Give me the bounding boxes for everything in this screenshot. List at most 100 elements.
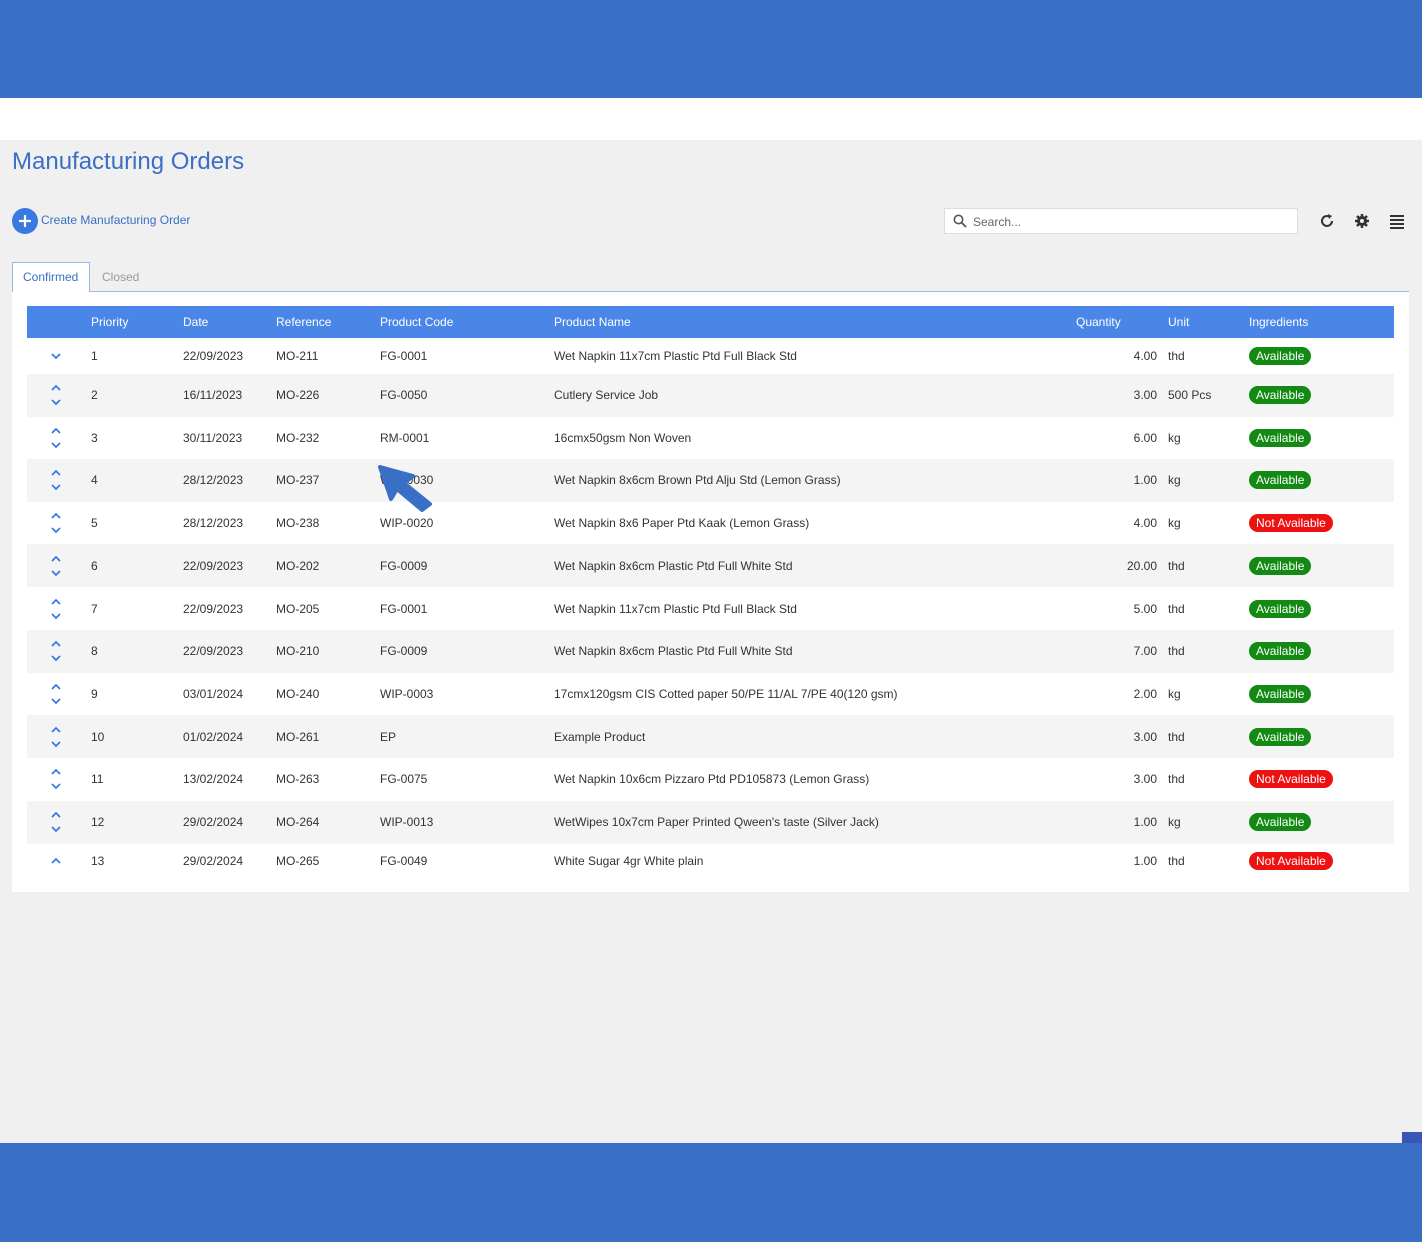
cell-date: 16/11/2023 — [183, 388, 243, 402]
cell-product-code: FG-0009 — [380, 644, 428, 659]
cell-product-name: Wet Napkin 11x7cm Plastic Ptd Full Black… — [554, 601, 797, 616]
status-badge: Available — [1249, 386, 1312, 404]
create-icon[interactable] — [12, 208, 38, 234]
cell-product-code: WIP-0013 — [380, 815, 434, 829]
cell-reference: MO-232 — [276, 430, 320, 445]
cell-priority: 4 — [91, 473, 98, 488]
cell-product-code: FG-0050 — [380, 388, 428, 402]
cell-reference: MO-238 — [276, 516, 320, 531]
reorder-arrows[interactable] — [49, 725, 63, 749]
reorder-arrows[interactable] — [49, 810, 63, 834]
cell-priority: 8 — [91, 644, 98, 659]
cell-unit: kg — [1168, 430, 1181, 445]
status-badge: Not Available — [1249, 852, 1333, 870]
cell-date: 29/02/2024 — [183, 815, 244, 829]
column-header: Quantity — [1076, 315, 1121, 329]
cell-unit: kg — [1168, 473, 1181, 488]
cell-quantity: 4.00 — [1133, 349, 1157, 363]
cell-product-name: Wet Napkin 8x6 Paper Ptd Kaak (Lemon Gra… — [554, 516, 810, 531]
column-header: Priority — [91, 315, 129, 329]
tab-line — [12, 291, 1409, 292]
cell-unit: thd — [1168, 644, 1185, 659]
refresh-icon[interactable] — [1318, 212, 1336, 230]
reorder-arrows[interactable] — [49, 468, 63, 492]
cell-product-name: Wet Napkin 11x7cm Plastic Ptd Full Black… — [554, 349, 797, 363]
cell-product-name: 17cmx120gsm CIS Cotted paper 50/PE 11/AL… — [554, 686, 898, 701]
cell-product-name: Wet Napkin 8x6cm Plastic Ptd Full White … — [554, 644, 793, 659]
white-strip — [0, 98, 1422, 140]
reorder-arrows[interactable] — [49, 767, 63, 791]
cell-product-code: EP — [380, 729, 397, 744]
reorder-arrows[interactable] — [49, 639, 63, 663]
cell-priority: 5 — [91, 516, 98, 531]
reorder-arrows[interactable] — [49, 511, 63, 535]
cell-date: 01/02/2024 — [183, 729, 244, 744]
reorder-arrows[interactable] — [49, 344, 63, 368]
cell-product-code: WIP-0020 — [380, 516, 434, 531]
cell-unit: thd — [1168, 729, 1185, 744]
cell-date: 13/02/2024 — [183, 772, 244, 787]
cell-product-code: FG-0001 — [380, 349, 428, 363]
cell-priority: 11 — [91, 772, 104, 787]
status-badge: Available — [1249, 813, 1312, 831]
search-placeholder: Search... — [973, 215, 1022, 229]
cell-reference: MO-210 — [276, 644, 320, 659]
column-header: Reference — [276, 315, 332, 329]
reorder-arrows[interactable] — [49, 383, 63, 407]
column-header: Ingredients — [1249, 315, 1309, 329]
cell-quantity: 2.00 — [1133, 686, 1157, 701]
column-header: Product Code — [380, 315, 454, 329]
row-bg — [27, 373, 1394, 417]
cell-priority: 7 — [91, 601, 98, 616]
row-bg — [27, 544, 1394, 588]
cell-unit: thd — [1168, 854, 1185, 868]
status-badge: Available — [1249, 347, 1312, 365]
cell-priority: 10 — [91, 729, 105, 744]
create-button[interactable]: Create Manufacturing Order — [41, 213, 191, 227]
cell-unit: thd — [1168, 772, 1185, 787]
cell-quantity: 20.00 — [1126, 558, 1157, 573]
status-badge: Available — [1249, 428, 1312, 447]
cell-quantity: 4.00 — [1133, 516, 1157, 531]
cell-date: 30/11/2023 — [183, 430, 243, 445]
cell-product-name: Wet Napkin 8x6cm Brown Ptd Alju Std (Lem… — [554, 473, 841, 488]
cell-product-code: FG-0001 — [380, 601, 428, 616]
cell-product-code: WIP-0003 — [380, 686, 434, 701]
cell-priority: 9 — [91, 686, 98, 701]
cell-unit: kg — [1168, 686, 1181, 701]
search-box[interactable]: Search... — [944, 208, 1298, 234]
tab-closed[interactable]: Closed — [102, 270, 140, 284]
top-bar — [0, 0, 1422, 98]
cell-date: 28/12/2023 — [183, 516, 244, 531]
cell-product-name: WetWipes 10x7cm Paper Printed Qween's ta… — [554, 815, 879, 829]
status-badge: Available — [1249, 684, 1312, 703]
cell-quantity: 1.00 — [1133, 815, 1157, 829]
cell-product-name: 16cmx50gsm Non Woven — [554, 430, 692, 445]
cell-product-name: Cutlery Service Job — [554, 388, 659, 402]
column-header: Product Name — [554, 315, 631, 329]
cell-unit: kg — [1168, 516, 1181, 531]
reorder-arrows[interactable] — [49, 426, 63, 450]
cell-quantity: 6.00 — [1133, 430, 1157, 445]
cell-reference: MO-205 — [276, 601, 320, 616]
cell-priority: 2 — [91, 388, 98, 402]
reorder-arrows[interactable] — [49, 849, 63, 873]
cell-reference: MO-264 — [276, 815, 320, 829]
row-bg — [27, 800, 1394, 844]
tab-active[interactable] — [12, 262, 90, 292]
tab-confirmed[interactable]: Confirmed — [23, 270, 79, 284]
cell-product-code: FG-0049 — [380, 854, 428, 868]
reorder-arrows[interactable] — [49, 682, 63, 706]
cell-unit: 500 Pcs — [1168, 388, 1212, 402]
reorder-arrows[interactable] — [49, 597, 63, 621]
status-badge: Available — [1249, 599, 1312, 618]
cell-product-code: FG-0075 — [380, 772, 428, 787]
reorder-arrows[interactable] — [49, 554, 63, 578]
status-badge: Available — [1249, 727, 1312, 746]
cell-product-name: Wet Napkin 8x6cm Plastic Ptd Full White … — [554, 558, 793, 573]
cell-reference: MO-263 — [276, 772, 320, 787]
cell-date: 22/09/2023 — [183, 349, 244, 363]
settings-icon[interactable] — [1353, 212, 1371, 230]
list-icon[interactable] — [1388, 212, 1406, 230]
